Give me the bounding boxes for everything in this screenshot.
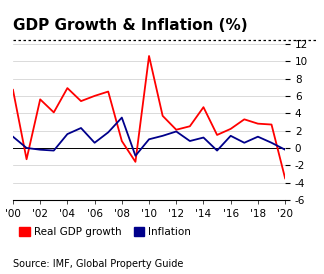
Legend: Real GDP growth, Inflation: Real GDP growth, Inflation — [15, 223, 195, 241]
Text: GDP Growth & Inflation (%): GDP Growth & Inflation (%) — [13, 18, 248, 33]
Text: Source: IMF, Global Property Guide: Source: IMF, Global Property Guide — [13, 259, 183, 269]
